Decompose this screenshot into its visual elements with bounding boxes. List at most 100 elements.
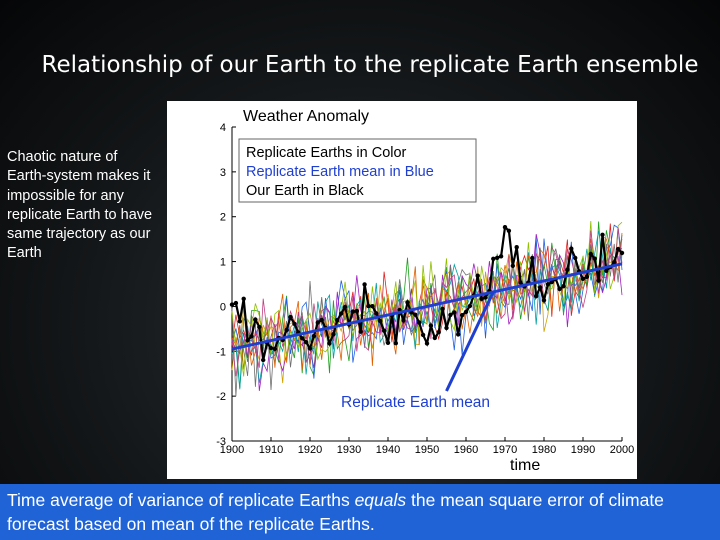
our-earth-point [475, 273, 480, 278]
our-earth-point [319, 317, 324, 323]
our-earth-point [249, 334, 254, 339]
footer-text-2: the mean square error of climate forecas… [7, 490, 664, 534]
our-earth-point [619, 250, 625, 256]
our-earth-point [417, 320, 422, 325]
footer-banner: Time average of variance of replicate Ea… [0, 484, 720, 540]
x-tick-label: 2000 [610, 444, 634, 456]
our-earth-point [257, 324, 262, 330]
our-earth-point [584, 274, 590, 279]
slide-title: Relationship of our Earth to the replica… [41, 52, 699, 78]
our-earth-point [307, 346, 313, 351]
footer-text-1: Time average of variance of replicate Ea… [7, 490, 355, 510]
x-tick-label: 1910 [259, 444, 283, 456]
legend-box [238, 138, 477, 203]
y-tick-label: -2 [216, 391, 226, 403]
our-earth-point [253, 317, 258, 322]
x-tick-label: 1980 [532, 444, 556, 456]
our-earth-point [288, 314, 293, 320]
our-earth-point [432, 335, 437, 341]
our-earth-point [420, 332, 426, 338]
x-tick-label: 1970 [493, 444, 517, 456]
x-axis-label: time [510, 457, 540, 474]
our-earth-point [444, 325, 449, 331]
our-earth-point [510, 263, 515, 268]
our-earth-point [565, 267, 570, 272]
our-earth-point [381, 328, 387, 333]
left-note: Chaotic nature of Earth-system makes it … [7, 149, 153, 262]
our-earth-point [452, 310, 457, 315]
our-earth-point [596, 278, 601, 283]
our-earth-line-group [229, 224, 625, 363]
our-earth-point [342, 304, 348, 310]
our-earth-point [362, 282, 367, 287]
our-earth-point [401, 318, 406, 323]
our-earth-point [541, 298, 547, 303]
mean-line-group [231, 262, 623, 351]
chart-title: Weather Anomaly [243, 108, 369, 125]
our-earth-point [331, 332, 336, 337]
our-earth-point [545, 282, 551, 287]
our-earth-point [518, 280, 523, 285]
our-earth-point [479, 296, 484, 301]
our-earth-point [237, 319, 242, 324]
our-earth-point [534, 293, 539, 299]
x-tick-label: 1990 [571, 444, 595, 456]
our-earth-point [483, 295, 488, 300]
annotation-label: Replicate Earth mean [341, 394, 490, 411]
x-tick-label: 1920 [298, 444, 322, 456]
our-earth-point [366, 303, 371, 309]
our-earth-point [413, 312, 418, 317]
our-earth-point [456, 332, 461, 337]
our-earth-point [374, 311, 379, 316]
our-earth-point [549, 279, 554, 285]
x-tick-label: 1960 [454, 444, 478, 456]
our-earth-point [440, 306, 445, 312]
our-earth-point [491, 256, 496, 261]
our-earth-point [514, 245, 519, 250]
y-tick-label: -3 [216, 436, 226, 448]
our-earth-point [303, 340, 309, 345]
our-earth-point [495, 255, 500, 260]
our-earth-point [530, 255, 535, 261]
our-earth-point [350, 309, 356, 314]
our-earth-point [358, 329, 363, 334]
our-earth-point [428, 323, 434, 328]
our-earth-point [588, 251, 593, 257]
our-earth-point [229, 302, 235, 307]
our-earth-point [385, 340, 391, 345]
our-earth-point [292, 321, 297, 326]
our-earth-point [557, 286, 562, 292]
our-earth-point [233, 300, 239, 306]
y-ticks: -3 -2 -1 0 1 2 3 4 [216, 122, 236, 448]
our-earth-point [315, 320, 320, 325]
our-earth-point [245, 338, 250, 343]
our-earth-point [615, 246, 621, 252]
our-earth-point [424, 341, 430, 346]
our-earth-point [327, 341, 332, 346]
y-tick-label: 2 [220, 212, 226, 224]
our-earth-point [459, 313, 465, 318]
our-earth-point [370, 304, 375, 309]
our-earth-point [354, 308, 359, 314]
x-tick-label: 1930 [337, 444, 361, 456]
our-earth-point [600, 232, 605, 237]
our-earth-point [405, 300, 410, 305]
x-tick-label: 1950 [415, 444, 439, 456]
our-earth-point [335, 318, 340, 323]
our-earth-point [561, 284, 566, 289]
our-earth-point [580, 276, 586, 281]
our-earth-point [272, 346, 278, 352]
anomaly-chart: Weather Anomaly -3 -2 -1 0 1 2 3 4 1900 1910 1920… [216, 108, 634, 474]
our-earth-point [436, 330, 441, 335]
our-earth-point [569, 246, 574, 251]
our-earth-point [311, 333, 317, 339]
our-earth-point [378, 318, 383, 324]
legend: Replicate Earths in Color Replicate Eart… [238, 138, 477, 203]
y-tick-label: 3 [220, 167, 226, 179]
replicate-mean-line [231, 262, 623, 351]
our-earth-point [284, 327, 289, 333]
our-earth-point [537, 285, 543, 290]
our-earth-point [604, 268, 609, 273]
replicate-lines [231, 220, 623, 397]
our-earth-point [498, 254, 504, 259]
